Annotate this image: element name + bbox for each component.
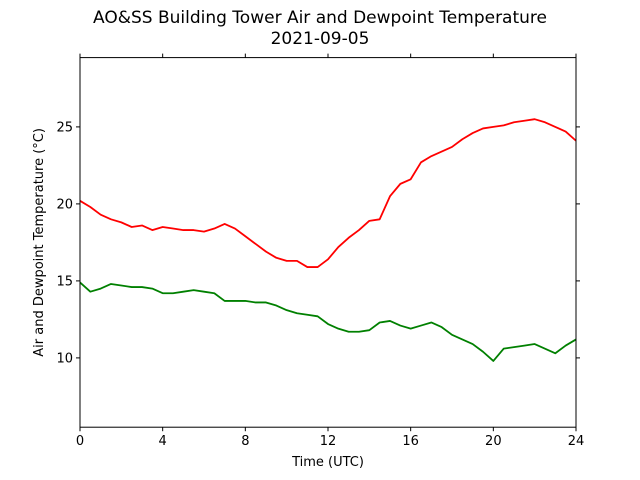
x-tick-label: 16 <box>402 434 419 449</box>
y-axis-label: Air and Dewpoint Temperature (°C) <box>32 128 47 357</box>
series-line-1 <box>79 118 577 268</box>
x-tick-label: 20 <box>485 434 502 449</box>
x-tick-label: 24 <box>568 434 585 449</box>
x-tick-label: 0 <box>76 434 84 449</box>
chart-subtitle: 2021-09-05 <box>270 29 370 49</box>
y-tick-label: 15 <box>56 274 73 289</box>
chart-title: AO&SS Building Tower Air and Dewpoint Te… <box>92 8 547 28</box>
x-tick-label: 4 <box>159 434 167 449</box>
x-tick-label: 8 <box>241 434 249 449</box>
y-tick-label: 10 <box>56 351 73 366</box>
x-axis-label: Time (UTC) <box>291 455 364 470</box>
y-tick-label: 25 <box>56 120 73 135</box>
tick-group: 0 4 8 12 16 20 24 10 15 20 25 <box>56 53 585 449</box>
plot-frame <box>79 57 577 428</box>
series-line-2 <box>79 281 577 362</box>
series-group <box>79 118 577 362</box>
x-tick-label: 12 <box>320 434 337 449</box>
y-tick-label: 20 <box>56 197 73 212</box>
